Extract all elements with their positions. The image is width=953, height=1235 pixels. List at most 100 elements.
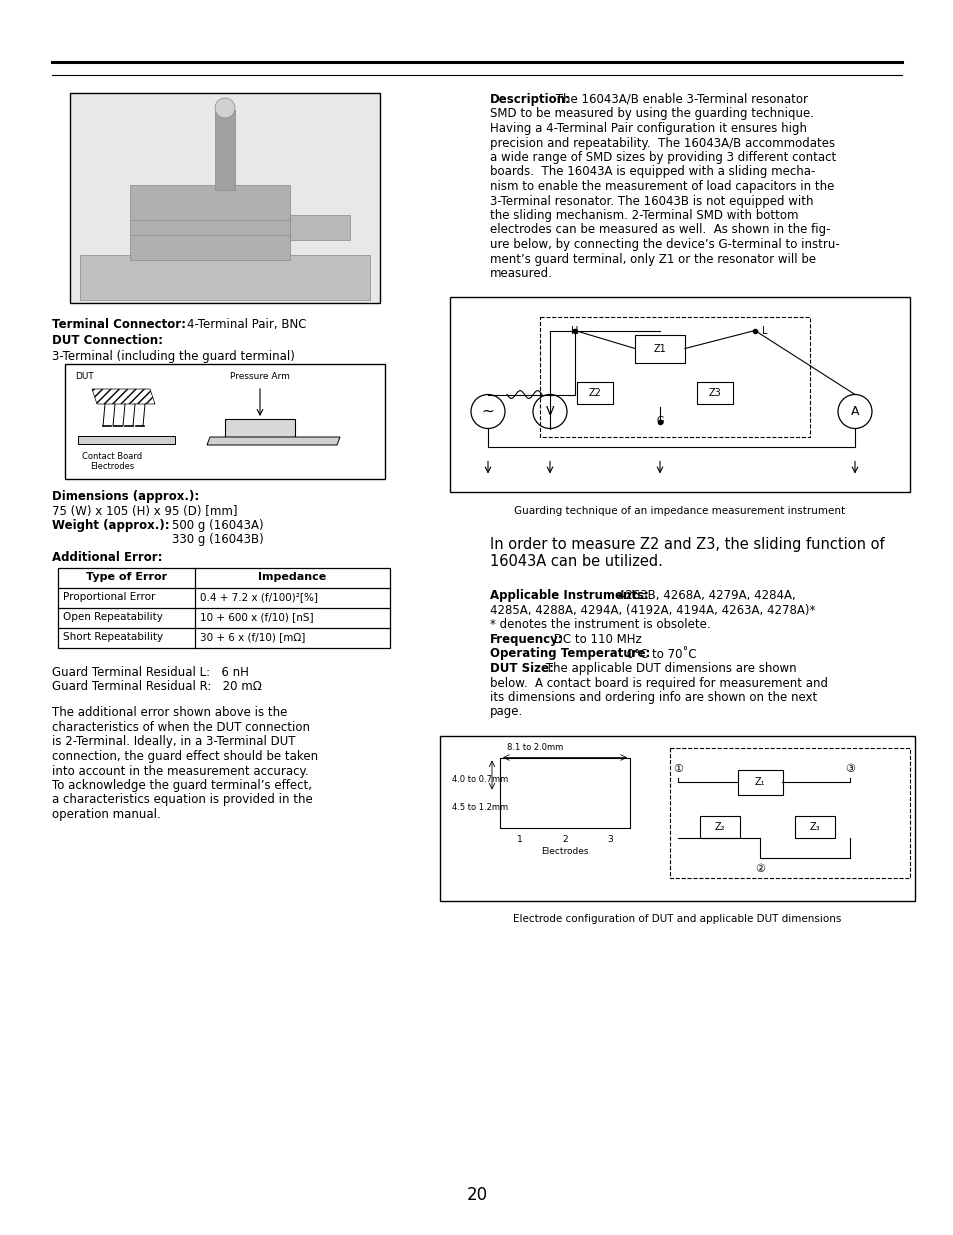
Text: nism to enable the measurement of load capacitors in the: nism to enable the measurement of load c… [490,180,834,193]
Text: Description:: Description: [490,93,570,106]
Text: connection, the guard effect should be taken: connection, the guard effect should be t… [52,750,317,763]
Text: 8.1 to 2.0mm: 8.1 to 2.0mm [506,743,562,752]
Bar [214,110,234,190]
Polygon shape [207,437,339,445]
Text: * denotes the instrument is obsolete.: * denotes the instrument is obsolete. [490,619,710,631]
Text: Z₁: Z₁ [754,777,764,787]
Bar [225,419,294,437]
Text: Z₂: Z₂ [714,821,724,831]
Text: Pressure Arm: Pressure Arm [230,372,290,382]
Text: 4285A, 4288A, 4294A, (4192A, 4194A, 4263A, 4278A)*: 4285A, 4288A, 4294A, (4192A, 4194A, 4263… [490,604,815,618]
Text: H: H [571,326,578,336]
Text: 330 g (16043B): 330 g (16043B) [172,534,263,547]
Text: Z2: Z2 [588,388,600,398]
Text: is 2-Terminal. Ideally, in a 3-Terminal DUT: is 2-Terminal. Ideally, in a 3-Terminal … [52,736,295,748]
Bar [794,815,834,837]
Text: 20: 20 [466,1186,487,1204]
Bar [70,93,379,303]
Text: Having a 4-Terminal Pair configuration it ensures high: Having a 4-Terminal Pair configuration i… [490,122,806,135]
Text: 3-Terminal (including the guard terminal): 3-Terminal (including the guard terminal… [52,350,294,363]
Text: Electrode configuration of DUT and applicable DUT dimensions: Electrode configuration of DUT and appli… [513,914,841,925]
Text: below.  A contact board is required for measurement and: below. A contact board is required for m… [490,677,827,689]
Text: Z1: Z1 [653,343,666,353]
Text: Operating Temperature:: Operating Temperature: [490,647,650,661]
Text: The 16043A/B enable 3-Terminal resonator: The 16043A/B enable 3-Terminal resonator [552,93,807,106]
Text: 4-Terminal Pair, BNC: 4-Terminal Pair, BNC [187,317,306,331]
Text: Guarding technique of an impedance measurement instrument: Guarding technique of an impedance measu… [514,505,844,515]
Text: To acknowledge the guard terminal’s effect,: To acknowledge the guard terminal’s effe… [52,779,312,792]
Text: Additional Error:: Additional Error: [52,551,162,564]
Text: DUT Connection:: DUT Connection: [52,333,163,347]
Text: Weight (approx.):: Weight (approx.): [52,519,170,532]
Text: Impedance: Impedance [258,573,326,583]
Text: In order to measure Z2 and Z3, the sliding function of: In order to measure Z2 and Z3, the slidi… [490,537,883,552]
Text: 16043A can be utilized.: 16043A can be utilized. [490,555,662,569]
Text: ③: ③ [844,764,854,774]
Bar [697,382,732,404]
Text: 4.5 to 1.2mm: 4.5 to 1.2mm [452,803,508,811]
Text: 3: 3 [606,836,612,845]
Polygon shape [78,436,174,445]
Bar [738,769,782,794]
Bar [65,364,385,479]
Text: a wide range of SMD sizes by providing 3 different contact: a wide range of SMD sizes by providing 3… [490,151,836,164]
Text: L: L [761,326,767,336]
Text: DUT: DUT [75,372,93,382]
Text: DUT Size:: DUT Size: [490,662,554,676]
Text: Type of Error: Type of Error [86,573,167,583]
Text: 3-Terminal resonator. The 16043B is not equipped with: 3-Terminal resonator. The 16043B is not … [490,194,813,207]
Text: 1: 1 [517,836,522,845]
Text: V: V [545,405,554,417]
Text: Z₃: Z₃ [809,821,820,831]
Text: Dimensions (approx.):: Dimensions (approx.): [52,490,199,503]
Text: ①: ① [672,764,682,774]
Text: SMD to be measured by using the guarding technique.: SMD to be measured by using the guarding… [490,107,813,121]
Text: 75 (W) x 105 (H) x 95 (D) [mm]: 75 (W) x 105 (H) x 95 (D) [mm] [52,505,237,517]
Text: Frequency:: Frequency: [490,634,563,646]
Bar [58,568,390,647]
Text: 2: 2 [561,836,567,845]
Bar [80,254,370,300]
Text: 10 + 600 x (f/10) [nS]: 10 + 600 x (f/10) [nS] [200,613,314,622]
Text: precision and repeatability.  The 16043A/B accommodates: precision and repeatability. The 16043A/… [490,137,834,149]
Text: 4.0 to 0.7mm: 4.0 to 0.7mm [452,776,508,784]
Text: Guard Terminal Residual R:   20 mΩ: Guard Terminal Residual R: 20 mΩ [52,680,262,693]
Text: 0°C to 70˚C: 0°C to 70˚C [622,647,696,661]
Polygon shape [91,389,154,404]
Text: Open Repeatability: Open Repeatability [63,613,163,622]
Bar [130,185,290,261]
Text: The applicable DUT dimensions are shown: The applicable DUT dimensions are shown [541,662,796,676]
Text: page.: page. [490,705,522,719]
Text: Guard Terminal Residual L:   6 nH: Guard Terminal Residual L: 6 nH [52,666,249,678]
Text: operation manual.: operation manual. [52,808,161,821]
Text: 30 + 6 x (f/10) [mΩ]: 30 + 6 x (f/10) [mΩ] [200,632,305,642]
Text: The additional error shown above is the: The additional error shown above is the [52,706,287,720]
Text: 4263B, 4268A, 4279A, 4284A,: 4263B, 4268A, 4279A, 4284A, [614,589,795,603]
Text: 0.4 + 7.2 x (f/100)²[%]: 0.4 + 7.2 x (f/100)²[%] [200,593,317,603]
Text: ~: ~ [481,404,494,419]
Text: 500 g (16043A): 500 g (16043A) [172,519,263,532]
Text: its dimensions and ordering info are shown on the next: its dimensions and ordering info are sho… [490,692,817,704]
Bar [439,736,914,900]
Text: Short Repeatability: Short Repeatability [63,632,163,642]
Text: into account in the measurement accuracy.: into account in the measurement accuracy… [52,764,309,778]
Bar [450,296,909,492]
Bar [290,215,350,240]
Text: Proportional Error: Proportional Error [63,593,155,603]
Text: A: A [850,405,859,417]
Text: electrodes can be measured as well.  As shown in the fig-: electrodes can be measured as well. As s… [490,224,830,236]
Text: Contact Board
Electrodes: Contact Board Electrodes [82,452,142,472]
Text: Electrodes: Electrodes [540,847,588,857]
Text: DC to 110 MHz: DC to 110 MHz [550,634,641,646]
Text: ment’s guard terminal, only Z1 or the resonator will be: ment’s guard terminal, only Z1 or the re… [490,252,815,266]
Text: a characteristics equation is provided in the: a characteristics equation is provided i… [52,794,313,806]
Text: characteristics of when the DUT connection: characteristics of when the DUT connecti… [52,721,310,734]
Text: the sliding mechanism. 2-Terminal SMD with bottom: the sliding mechanism. 2-Terminal SMD wi… [490,209,798,222]
Text: measured.: measured. [490,267,553,280]
Text: Z3: Z3 [708,388,720,398]
Text: G: G [656,416,663,426]
Text: Applicable Instruments:: Applicable Instruments: [490,589,648,603]
Bar [635,335,684,363]
Text: Terminal Connector:: Terminal Connector: [52,317,186,331]
Bar [539,316,809,436]
